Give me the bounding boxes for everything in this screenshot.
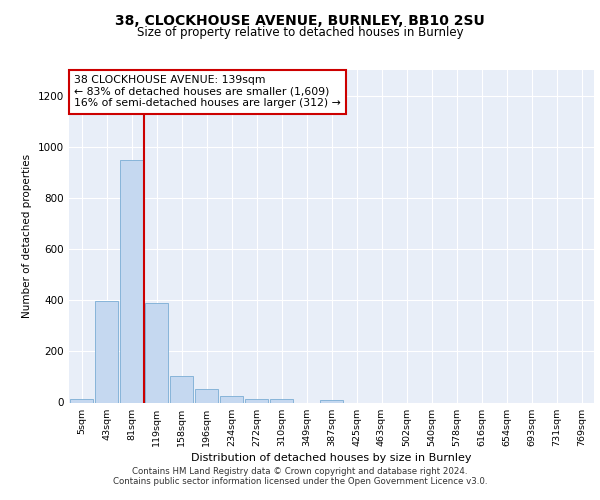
Text: Size of property relative to detached houses in Burnley: Size of property relative to detached ho… xyxy=(137,26,463,39)
Bar xyxy=(320,400,343,402)
Bar xyxy=(120,160,143,402)
Y-axis label: Number of detached properties: Number of detached properties xyxy=(22,154,32,318)
Bar xyxy=(95,302,118,402)
Text: Contains HM Land Registry data © Crown copyright and database right 2024.: Contains HM Land Registry data © Crown c… xyxy=(132,467,468,476)
Text: Contains public sector information licensed under the Open Government Licence v3: Contains public sector information licen… xyxy=(113,477,487,486)
Bar xyxy=(245,399,268,402)
Bar xyxy=(270,399,293,402)
Bar xyxy=(70,400,93,402)
Bar xyxy=(195,389,218,402)
Text: 38, CLOCKHOUSE AVENUE, BURNLEY, BB10 2SU: 38, CLOCKHOUSE AVENUE, BURNLEY, BB10 2SU xyxy=(115,14,485,28)
Bar xyxy=(145,302,168,402)
Text: 38 CLOCKHOUSE AVENUE: 139sqm
← 83% of detached houses are smaller (1,609)
16% of: 38 CLOCKHOUSE AVENUE: 139sqm ← 83% of de… xyxy=(74,75,341,108)
Bar xyxy=(170,376,193,402)
X-axis label: Distribution of detached houses by size in Burnley: Distribution of detached houses by size … xyxy=(191,452,472,462)
Bar xyxy=(220,396,243,402)
